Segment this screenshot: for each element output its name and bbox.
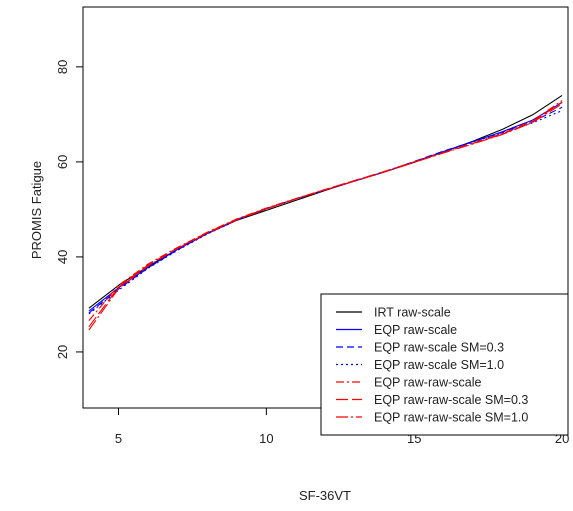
series-line-1 — [88, 94, 563, 309]
legend: IRT raw-scale EQP raw-scale EQP raw-scale … — [320, 293, 569, 436]
y-tick-label: 40 — [55, 250, 70, 264]
legend-box — [320, 293, 569, 436]
legend-label-3: EQP raw-scale SM=0.3 — [374, 341, 504, 355]
x-tick-label: 5 — [115, 431, 122, 446]
y-tick-label: 80 — [55, 60, 70, 74]
y-tick-label: 60 — [55, 155, 70, 169]
y-axis: 20 40 60 80 — [55, 60, 84, 359]
series-line-7 — [88, 103, 563, 331]
y-axis-label: PROMIS Fatigue — [29, 161, 44, 259]
legend-label-7: EQP raw-raw-scale SM=1.0 — [374, 411, 528, 425]
legend-label-5: EQP raw-raw-scale — [374, 376, 481, 390]
x-tick-label: 10 — [259, 431, 273, 446]
legend-label-6: EQP raw-raw-scale SM=0.3 — [374, 393, 528, 407]
legend-label-2: EQP raw-scale — [374, 323, 457, 337]
y-tick-label: 20 — [55, 345, 70, 359]
series-line-4 — [88, 110, 563, 315]
x-axis-label: SF-36VT — [299, 488, 351, 503]
series-lines — [88, 94, 563, 331]
legend-label-4: EQP raw-scale SM=1.0 — [374, 358, 504, 372]
legend-label-1: IRT raw-scale — [374, 306, 451, 320]
